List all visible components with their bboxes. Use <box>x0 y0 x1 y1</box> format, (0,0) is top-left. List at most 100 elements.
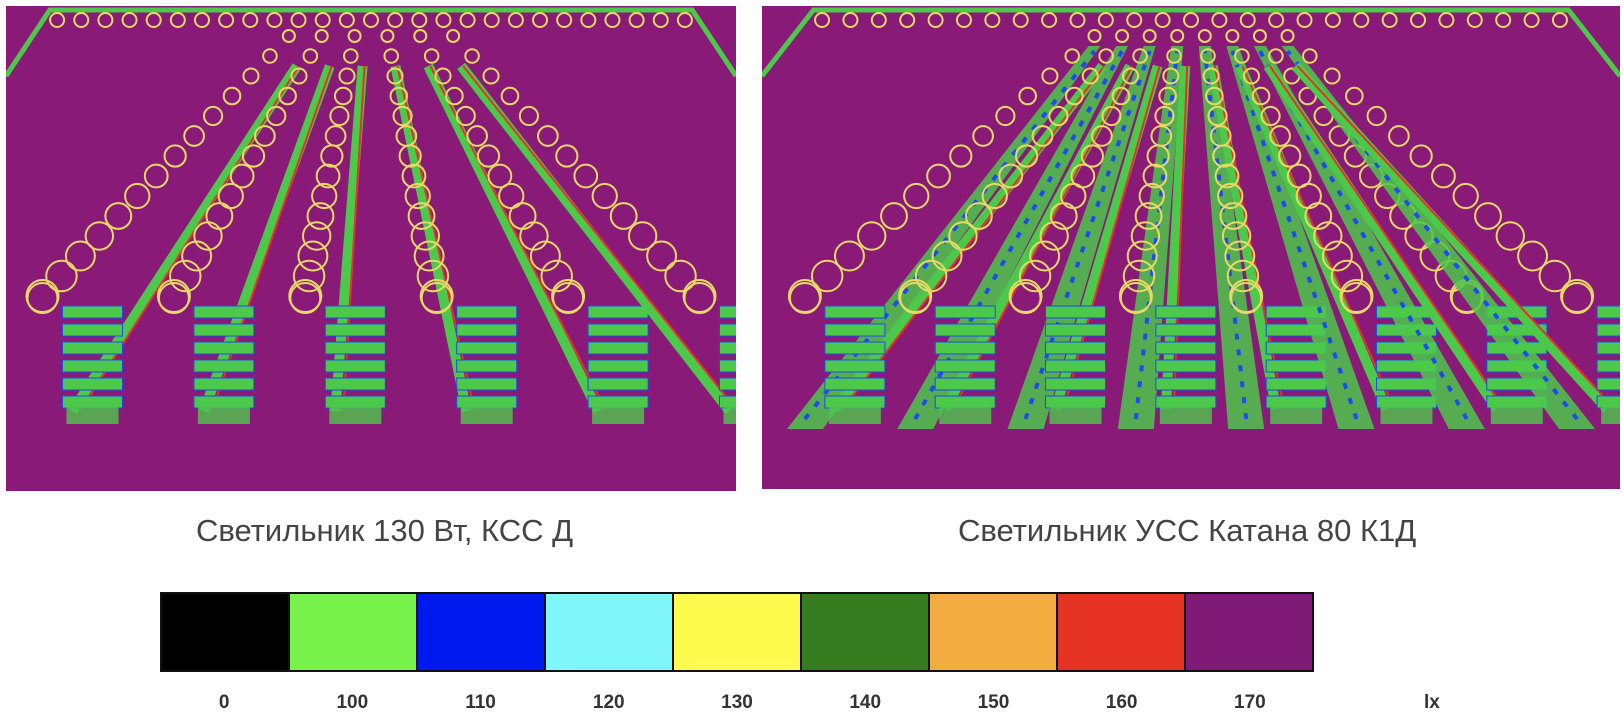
lamp <box>333 86 353 106</box>
lamp <box>1366 105 1387 127</box>
lamp <box>1239 12 1256 28</box>
lamp <box>420 282 453 314</box>
shelf <box>456 305 518 319</box>
aisle-pattern <box>1023 50 1152 420</box>
lamp <box>45 259 78 293</box>
lamp <box>931 240 963 272</box>
warehouse-3d-render-right <box>762 6 1620 489</box>
lamp <box>1561 282 1594 314</box>
legend-swatch-0 <box>162 594 290 670</box>
aisle-strip <box>1253 46 1485 429</box>
shelf <box>934 341 996 355</box>
lamp <box>124 182 151 210</box>
lamp <box>445 86 464 106</box>
shelf <box>1045 341 1107 355</box>
shelf <box>193 305 255 319</box>
lamp <box>329 105 350 127</box>
shelf-base <box>723 406 736 424</box>
shelf <box>934 323 996 337</box>
lamp <box>949 144 973 168</box>
shelf <box>62 377 123 391</box>
lamp <box>1126 240 1158 272</box>
lamp <box>1101 105 1122 127</box>
shelf <box>1045 377 1107 391</box>
lamp <box>324 125 347 147</box>
lamp <box>1298 86 1317 106</box>
wall-edge <box>6 7 736 78</box>
lamp <box>1330 259 1364 293</box>
lamp <box>143 163 169 189</box>
lamp <box>387 12 404 28</box>
lamp <box>1538 259 1572 293</box>
shelf <box>456 377 518 391</box>
lamp <box>1217 182 1244 210</box>
lamp <box>64 240 96 272</box>
back-wall <box>6 10 736 86</box>
lamp <box>540 259 573 293</box>
lamp <box>1070 163 1096 189</box>
lamp <box>498 182 525 210</box>
lamp <box>1048 105 1069 127</box>
lamp <box>487 163 513 189</box>
shelf <box>824 305 886 319</box>
lamp <box>1474 202 1502 230</box>
lamp <box>1087 29 1102 43</box>
lamp <box>389 86 409 106</box>
lamp <box>1340 282 1373 314</box>
shelf-base <box>1049 406 1102 424</box>
lamp <box>1224 240 1256 272</box>
lamp <box>604 12 621 28</box>
lamp <box>676 12 693 28</box>
lamp <box>899 12 916 28</box>
lamp <box>455 105 476 127</box>
shelf <box>1045 323 1107 337</box>
rack-edge <box>1291 62 1611 413</box>
lamp <box>609 202 638 230</box>
lamp <box>84 221 115 251</box>
lamp <box>229 163 255 189</box>
lamp <box>1251 86 1271 106</box>
lamp <box>413 240 445 272</box>
lamp <box>1029 240 1061 272</box>
lamp <box>386 67 404 85</box>
lamp <box>121 12 138 28</box>
shelf-base <box>1159 406 1212 424</box>
lamp <box>73 12 90 28</box>
shelf <box>719 359 736 373</box>
shelf <box>456 359 518 373</box>
shelf <box>1596 395 1620 409</box>
lamp <box>217 182 244 210</box>
lamp <box>423 48 440 64</box>
lamp <box>1211 12 1228 28</box>
lamp <box>1205 86 1224 106</box>
lamp <box>363 12 379 28</box>
lamp <box>1452 182 1479 210</box>
lamp <box>1014 144 1039 168</box>
lamp <box>104 202 133 230</box>
lamp <box>627 221 658 251</box>
lamp <box>500 86 520 106</box>
lamp <box>1132 48 1148 64</box>
shelf <box>1155 341 1217 355</box>
lamp <box>49 12 66 28</box>
lamp <box>1495 221 1525 251</box>
legend-label-160: 160 <box>1105 692 1138 713</box>
lamp <box>301 221 332 251</box>
lamp <box>1242 67 1260 85</box>
shelf <box>587 377 649 391</box>
lamp <box>1551 12 1568 28</box>
lamp <box>995 105 1016 127</box>
rack-edge-hot <box>842 65 1106 410</box>
lamp <box>205 202 234 230</box>
lamp <box>646 240 678 272</box>
shelf <box>934 377 996 391</box>
lamp <box>1234 48 1250 64</box>
lamp <box>446 29 461 43</box>
lamp <box>1313 221 1343 251</box>
lamp <box>1466 12 1483 28</box>
lamp <box>948 221 978 251</box>
lamp <box>1158 86 1177 106</box>
shelf <box>1155 323 1217 337</box>
legend-label-130: 130 <box>721 692 753 713</box>
lamp <box>183 125 205 147</box>
